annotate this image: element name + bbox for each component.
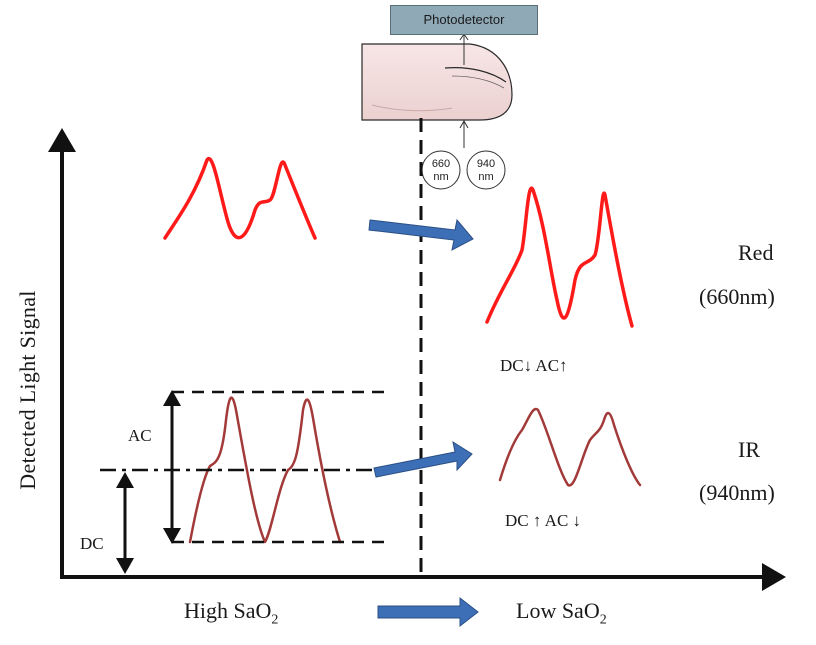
low-sao2-subscript: 2 — [599, 612, 607, 628]
red-wave-low-sao2 — [485, 186, 634, 328]
photodetector-box: Photodetector — [390, 5, 538, 35]
y-axis-arrowhead — [48, 128, 76, 152]
x-axis-left-label: High SaO2 — [184, 598, 278, 628]
ir-transition-arrow — [373, 440, 473, 478]
x-axis-right-label: Low SaO2 — [516, 598, 607, 628]
led-ir-value: 940 — [476, 158, 496, 170]
led-ir-unit: nm — [478, 171, 494, 183]
ir-change-annotation: DC ↑ AC ↓ — [505, 511, 582, 530]
high-sao2-subscript: 2 — [271, 612, 279, 628]
photodetector-label: Photodetector — [423, 12, 505, 27]
low-sao2-text: Low SaO — [516, 598, 600, 623]
red-change-annotation: DC↓ AC↑ — [500, 356, 568, 375]
led-ir-label: 940 nm — [469, 158, 503, 184]
axes — [48, 128, 786, 591]
fingernail — [444, 67, 507, 83]
reference-lines — [100, 390, 392, 544]
ir-wave-low-sao2 — [498, 407, 642, 487]
red-transition-arrow — [368, 218, 474, 251]
dc-double-arrow — [116, 472, 134, 574]
red-wave-high-sao2 — [163, 156, 317, 240]
led-red-label: 660 nm — [424, 158, 458, 184]
ac-label: AC — [128, 426, 152, 445]
ir-wave-high-sao2 — [188, 396, 342, 544]
x-axis-arrowhead — [762, 563, 786, 591]
ir-row-name: IR — [738, 437, 760, 462]
led-red-unit: nm — [433, 171, 449, 183]
sao2-direction-arrow — [377, 596, 479, 628]
red-row-wavelength: (660nm) — [699, 284, 775, 309]
red-row-name: Red — [738, 240, 774, 265]
led-red-value: 660 — [431, 158, 451, 170]
high-sao2-text: High SaO — [184, 598, 272, 623]
finger-illustration — [361, 43, 513, 121]
y-axis-label: Detected Light Signal — [15, 290, 40, 490]
ac-double-arrow — [163, 390, 181, 544]
ir-row-wavelength: (940nm) — [699, 480, 775, 505]
dc-label: DC — [80, 534, 104, 553]
led-ir-circle — [466, 150, 506, 190]
